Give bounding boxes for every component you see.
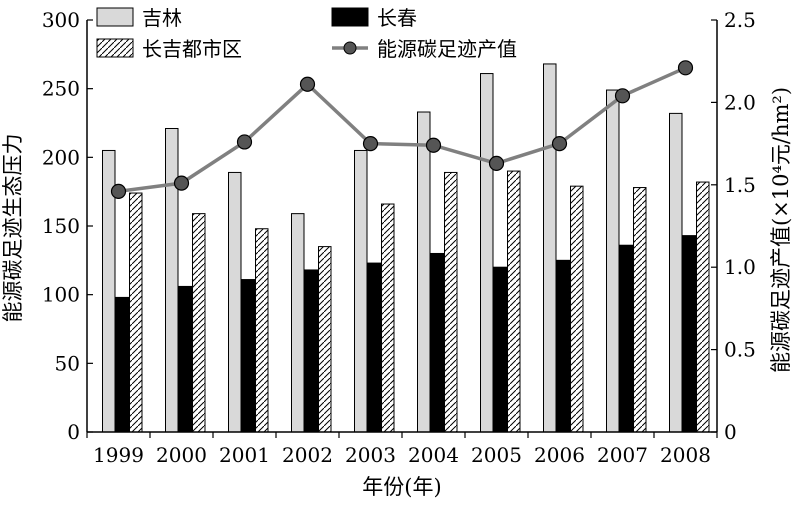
legend-label-metro: 长吉都市区 — [142, 37, 242, 61]
y-axis-right-title: 能源碳足迹产值(×10⁴元/hm²) — [769, 87, 793, 373]
y-tick-label-200: 200 — [42, 145, 80, 169]
y-right-tick-label-2.5: 2.5 — [724, 8, 756, 32]
bar-吉林-2002 — [291, 213, 305, 433]
bar-吉林-2005 — [480, 73, 494, 433]
bar-吉林-2003 — [354, 149, 368, 433]
bar-吉林-2007 — [606, 89, 620, 433]
line-output-value — [118, 66, 687, 194]
point-output-value-1999 — [110, 183, 127, 199]
plot-area: 0 50 100 150 200 250 300 0 0.5 1.0 1.5 2.0 2.5 1999 20… — [42, 8, 756, 467]
point-output-value-2003 — [362, 136, 379, 152]
point-output-value-2002 — [299, 76, 316, 92]
bar-长吉都市区-2007 — [633, 187, 647, 433]
bar-长吉都市区-2001 — [255, 228, 269, 433]
bar-长春-2006 — [556, 259, 570, 433]
bar-长春-2007 — [619, 244, 633, 433]
y-axis-title: 能源碳足迹生态压力 — [1, 134, 25, 323]
bar-长春-1999 — [115, 296, 129, 433]
bar-长吉都市区-2006 — [570, 185, 584, 433]
point-output-value-2006 — [551, 136, 568, 152]
x-tick-label-2008: 2008 — [660, 443, 711, 467]
y-right-tick-label-2.0: 2.0 — [724, 90, 756, 114]
bar-吉林-2000 — [165, 127, 179, 433]
bar-长吉都市区-2008 — [696, 181, 710, 433]
bar-长春-2008 — [682, 235, 696, 433]
y-right-tick-label-0: 0 — [724, 420, 737, 444]
point-output-value-2000 — [173, 175, 190, 191]
bar-长春-2001 — [241, 279, 255, 433]
legend-item-changchun: 长春 — [331, 6, 417, 30]
bar-长吉都市区-2000 — [192, 213, 206, 433]
y-right-tick-label-1.0: 1.0 — [724, 255, 756, 279]
x-tick-label-2000: 2000 — [156, 443, 207, 467]
y-tick-label-300: 300 — [42, 8, 80, 32]
x-tick-label-2001: 2001 — [219, 443, 270, 467]
legend-marker-output-value — [343, 41, 357, 55]
x-tick-label-2003: 2003 — [345, 443, 396, 467]
bar-吉林-2004 — [417, 111, 431, 433]
y-tick-label-50: 50 — [55, 351, 80, 375]
bar-长吉都市区-2003 — [381, 203, 395, 433]
point-output-value-2008 — [677, 60, 694, 76]
y-right-tick-label-1.5: 1.5 — [724, 173, 756, 197]
bar-长吉都市区-2002 — [318, 246, 332, 433]
legend-item-jilin: 吉林 — [96, 6, 182, 30]
legend-item-output-value: 能源碳足迹产值 — [332, 37, 517, 61]
y-right-tick-label-0.5: 0.5 — [724, 338, 756, 362]
bar-吉林-2001 — [228, 171, 242, 433]
point-output-value-2005 — [488, 155, 505, 171]
legend-label-output-value: 能源碳足迹产值 — [377, 37, 517, 61]
y-tick-label-250: 250 — [42, 77, 80, 101]
x-tick-label-2007: 2007 — [597, 443, 648, 467]
point-output-value-2004 — [425, 137, 442, 153]
legend-swatch-metro — [96, 38, 134, 58]
bar-长春-2004 — [430, 252, 444, 433]
bar-长春-2002 — [304, 269, 318, 433]
bar-长吉都市区-2004 — [444, 171, 458, 433]
x-tick-label-2004: 2004 — [408, 443, 459, 467]
x-tick-label-1999: 1999 — [93, 443, 144, 467]
x-tick-label-2002: 2002 — [282, 443, 333, 467]
bar-长春-2000 — [178, 285, 192, 433]
legend-label-changchun: 长春 — [377, 6, 417, 30]
legend-item-metro: 长吉都市区 — [96, 37, 242, 61]
x-axis-title: 年份(年) — [362, 475, 441, 499]
y-tick-label-0: 0 — [67, 420, 80, 444]
bar-吉林-2008 — [669, 112, 683, 433]
bar-长春-2005 — [493, 266, 507, 433]
legend: 吉林 长春 长吉都市区 能源碳足迹产值 — [96, 6, 517, 61]
x-tick-label-2006: 2006 — [534, 443, 585, 467]
bar-长吉都市区-1999 — [129, 192, 143, 433]
legend-label-jilin: 吉林 — [142, 6, 182, 30]
bar-长春-2003 — [367, 262, 381, 433]
legend-swatch-changchun — [331, 7, 369, 27]
legend-swatch-jilin — [96, 7, 134, 27]
point-output-value-2001 — [236, 134, 253, 150]
x-tick-label-2005: 2005 — [471, 443, 522, 467]
point-output-value-2007 — [614, 88, 631, 104]
bar-长吉都市区-2005 — [507, 170, 521, 433]
y-tick-label-100: 100 — [42, 283, 80, 307]
bar-吉林-2006 — [543, 63, 557, 433]
y-tick-label-150: 150 — [42, 214, 80, 238]
